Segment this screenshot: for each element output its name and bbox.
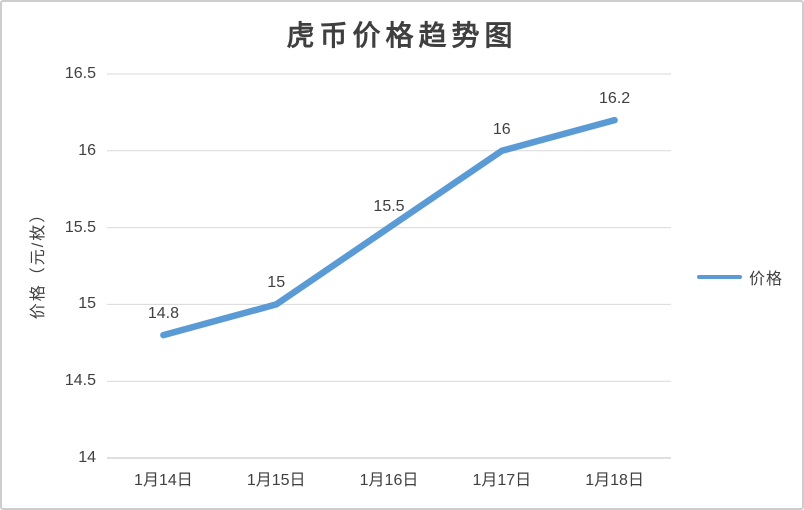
x-tick-label: 1月17日 (472, 472, 532, 489)
data-label: 14.8 (147, 305, 179, 323)
y-tick-label: 16 (78, 141, 96, 159)
data-label: 16 (492, 120, 511, 138)
chart-title: 虎币价格趋势图 (286, 20, 518, 51)
y-tick-label: 14.5 (64, 372, 96, 390)
price-line (160, 116, 618, 339)
x-tick-label: 1月16日 (359, 472, 419, 489)
legend-line-marker (697, 275, 742, 279)
y-tick-label: 14 (78, 449, 96, 466)
y-tick-label: 15.5 (64, 218, 96, 236)
x-tick-label: 1月14日 (134, 472, 193, 489)
x-tick-label: 1月15日 (246, 472, 306, 489)
data-label: 15 (267, 274, 286, 292)
legend: 价格 (697, 267, 784, 288)
data-label: 15.5 (373, 197, 405, 215)
legend-label: 价格 (749, 271, 784, 288)
data-label: 16.2 (599, 90, 631, 108)
y-tick-label: 16.5 (64, 65, 96, 82)
x-tick-label: 1月18日 (585, 472, 644, 489)
y-tick-label: 15 (78, 295, 96, 313)
